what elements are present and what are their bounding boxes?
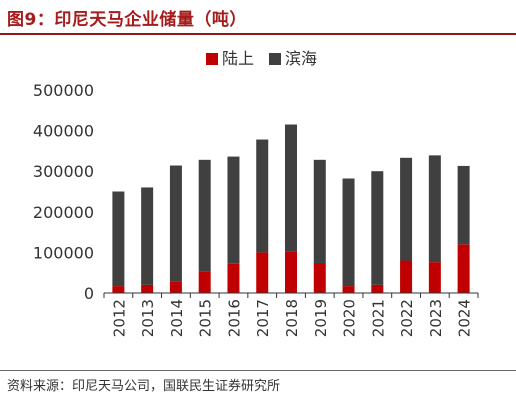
x-tick-label: 2021 — [369, 299, 387, 337]
bar-group — [112, 124, 470, 293]
footer-divider — [0, 370, 516, 371]
y-tick-label: 0 — [84, 284, 94, 303]
bar-offshore — [371, 171, 384, 285]
x-tick-label: 2023 — [427, 299, 445, 337]
bar-offshore — [457, 165, 470, 245]
y-tick-label: 500000 — [33, 81, 94, 100]
x-tick-label: 2022 — [398, 299, 416, 337]
chart-legend: 陆上 滨海 — [206, 49, 317, 68]
title-divider — [0, 33, 516, 35]
legend-label: 陆上 — [222, 49, 254, 68]
x-tick-label: 2019 — [312, 299, 330, 337]
bar-offshore — [227, 156, 240, 264]
y-tick-label: 200000 — [33, 203, 94, 222]
bar-onshore — [169, 281, 182, 293]
figure-header: 图9：印尼天马企业储量（吨） — [0, 0, 516, 35]
x-tick-label: 2015 — [197, 299, 215, 337]
bar-offshore — [285, 124, 297, 252]
bar-onshore — [457, 244, 470, 293]
bar-offshore — [198, 159, 211, 272]
bar-offshore — [313, 159, 326, 263]
bar-onshore — [342, 286, 355, 293]
bar-onshore — [400, 260, 413, 293]
bar-onshore — [227, 263, 240, 293]
stacked-bar-chart: 陆上 滨海 0 100000 200000 300000 400000 500000 201… — [33, 49, 479, 337]
bar-onshore — [428, 262, 441, 293]
legend-label: 滨海 — [285, 49, 317, 68]
bar-offshore — [169, 165, 182, 282]
x-tick-label: 2024 — [456, 299, 474, 337]
bar-onshore — [141, 284, 154, 293]
x-tick-label: 2020 — [341, 299, 359, 337]
legend-swatch — [269, 53, 281, 65]
y-tick-label: 100000 — [33, 243, 94, 262]
bar-onshore — [313, 262, 326, 293]
bar-onshore — [198, 271, 211, 293]
x-tick-label: 2018 — [283, 299, 301, 337]
bar-offshore — [342, 178, 355, 287]
source-note: 资料来源：印尼天马公司，国联民生证券研究所 — [7, 379, 281, 394]
bar-onshore — [285, 251, 297, 293]
x-tick-label: 2017 — [254, 299, 272, 337]
bar-onshore — [256, 252, 269, 293]
y-tick-label: 300000 — [33, 162, 94, 181]
bar-onshore — [112, 286, 125, 293]
x-axis: 2012 2013 2014 2015 2016 2017 2018 2019 2020 2021… — [103, 292, 479, 337]
bar-offshore — [112, 191, 125, 287]
figure-title: 图9：印尼天马企业储量（吨） — [7, 10, 247, 30]
x-tick-label: 2016 — [225, 299, 243, 337]
bar-onshore — [371, 284, 384, 293]
bar-offshore — [400, 157, 413, 261]
bar-offshore — [141, 187, 154, 285]
y-tick-label: 400000 — [33, 122, 94, 141]
y-axis: 0 100000 200000 300000 400000 500000 — [33, 81, 94, 303]
x-tick-label: 2013 — [139, 299, 157, 337]
x-tick-label: 2012 — [110, 299, 128, 337]
bar-offshore — [428, 155, 441, 263]
x-tick-label: 2014 — [168, 299, 186, 337]
legend-swatch — [206, 53, 218, 65]
bar-offshore — [256, 139, 269, 253]
